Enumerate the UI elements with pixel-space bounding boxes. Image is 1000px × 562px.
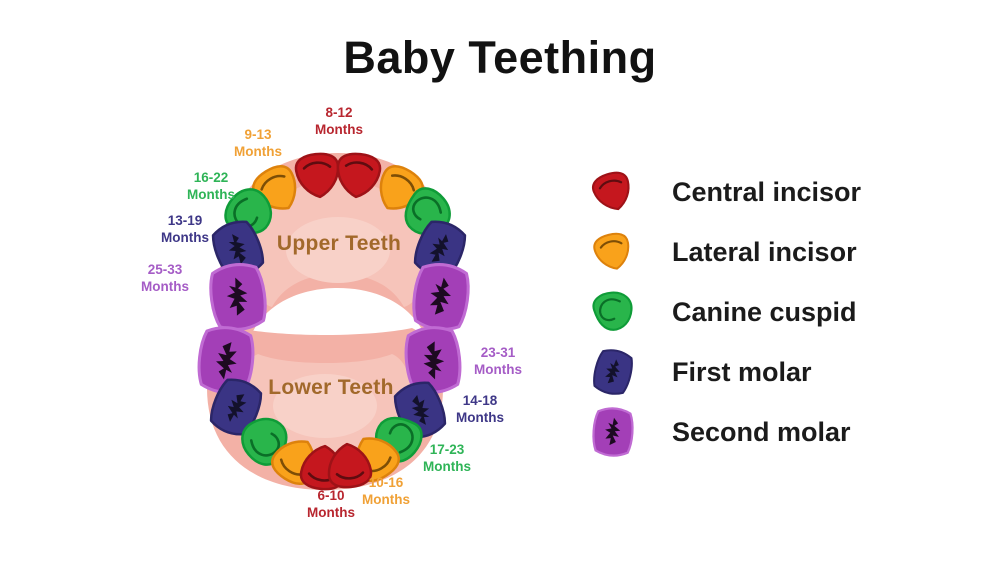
- legend-item-canine-cuspid: Canine cuspid: [584, 282, 861, 342]
- upper-right-second-molar-tooth: [410, 261, 472, 332]
- eruption-label-upper-lateral-incisor: 9-13 Months: [234, 127, 282, 159]
- second-molar-icon: [584, 402, 642, 462]
- first-molar-icon: [584, 345, 642, 399]
- eruption-label-upper-second-molar: 25-33 Months: [141, 262, 189, 294]
- legend-item-lateral-incisor: Lateral incisor: [584, 222, 861, 282]
- eruption-label-upper-canine: 16-22 Months: [187, 170, 235, 202]
- eruption-label-lower-lateral-incisor: 10-16 Months: [362, 475, 410, 507]
- page-title: Baby Teething: [343, 32, 657, 83]
- eruption-label-upper-first-molar: 13-19 Months: [161, 213, 209, 245]
- legend-label: Second molar: [672, 416, 851, 447]
- legend-label: Lateral incisor: [672, 236, 857, 267]
- lower-teeth-label: Lower Teeth: [268, 376, 394, 399]
- lateral-incisor-icon: [584, 229, 642, 275]
- legend-label: Canine cuspid: [672, 296, 857, 327]
- eruption-label-lower-canine: 17-23 Months: [423, 442, 471, 474]
- central-incisor-icon: [584, 168, 642, 215]
- legend-item-second-molar: Second molar: [584, 402, 861, 462]
- legend-label: First molar: [672, 356, 812, 387]
- teething-diagram: [195, 151, 480, 492]
- upper-teeth-label: Upper Teeth: [276, 232, 402, 255]
- legend-label: Central incisor: [672, 176, 862, 207]
- eruption-label-lower-second-molar: 23-31 Months: [474, 345, 522, 377]
- eruption-label-lower-central-incisor: 6-10 Months: [307, 488, 355, 520]
- eruption-label-upper-central-incisor: 8-12 Months: [315, 105, 363, 137]
- legend: Central incisor Lateral incisor Canine c…: [584, 162, 861, 462]
- eruption-label-lower-first-molar: 14-18 Months: [456, 393, 504, 425]
- legend-item-central-incisor: Central incisor: [584, 162, 861, 222]
- canine-cuspid-icon: [584, 289, 642, 335]
- upper-left-second-molar-tooth: [207, 261, 269, 332]
- legend-item-first-molar: First molar: [584, 342, 861, 402]
